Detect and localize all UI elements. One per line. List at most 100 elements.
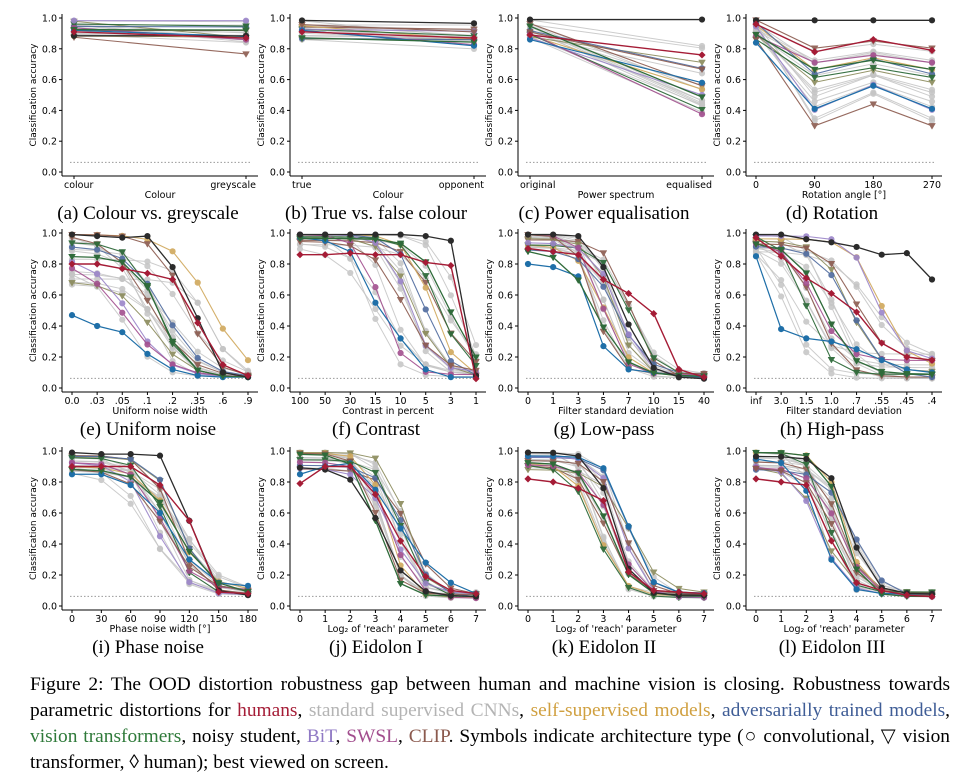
data-point (903, 371, 911, 378)
x-axis-label: Filter standard deviation (558, 406, 674, 417)
y-axis-label: Classification accuracy (713, 476, 723, 580)
data-point (193, 362, 202, 369)
series-line (527, 234, 705, 375)
data-point (524, 239, 532, 246)
caption-humans: humans (237, 700, 298, 721)
data-point (396, 297, 405, 304)
data-point (422, 306, 429, 313)
data-point (803, 318, 810, 325)
data-point (698, 59, 706, 67)
y-tick-label: 0.6 (42, 291, 57, 302)
series-noisy-22 (524, 449, 708, 599)
x-tick-label: 90 (809, 180, 821, 191)
data-point (802, 245, 811, 253)
data-point (777, 478, 785, 486)
data-point (68, 243, 76, 251)
caption-sep: , noisy student, (181, 726, 307, 747)
data-point (903, 353, 911, 361)
data-point (397, 285, 404, 292)
data-point (68, 260, 76, 268)
series-line (755, 253, 933, 355)
data-point (186, 579, 193, 586)
x-tick-label: .45 (899, 396, 914, 407)
x-tick-label: original (520, 180, 556, 191)
x-tick-label: 7 (473, 614, 479, 625)
data-point (853, 586, 860, 593)
data-point (698, 86, 706, 93)
y-tick-label: 0.0 (42, 168, 57, 179)
y-tick-label: 0.8 (270, 478, 285, 489)
y-tick-label: 0.6 (498, 291, 513, 302)
data-point (472, 354, 480, 362)
data-point (878, 577, 885, 584)
series-line (755, 23, 933, 64)
data-point (752, 234, 760, 242)
data-point (346, 243, 355, 250)
data-point (574, 470, 583, 478)
series-line (71, 233, 249, 378)
data-point (144, 263, 151, 270)
data-point (168, 338, 177, 346)
data-point (219, 346, 226, 353)
x-tick-label: .4 (927, 396, 936, 407)
data-point (193, 331, 202, 338)
data-point (118, 293, 127, 300)
data-point (524, 460, 532, 467)
panel-l: 0.0 0.2 0.4 0.6 0.8 1.0 0 1 2 3 4 5 6 7 Log₂ of 'reach… (713, 447, 942, 658)
x-axis-label: Power spectrum (578, 190, 655, 201)
x-tick-label: opponent (439, 180, 485, 191)
data-point (296, 459, 304, 466)
data-point (169, 345, 176, 352)
x-tick-label: colour (64, 180, 94, 191)
data-point (396, 537, 405, 545)
data-point (447, 357, 454, 365)
series-line (755, 464, 933, 597)
data-point (802, 274, 810, 282)
data-point (625, 366, 632, 373)
data-point (156, 518, 164, 526)
series-line (527, 464, 705, 598)
y-tick-label: 1.0 (498, 229, 513, 240)
x-axis-label: Colour (145, 190, 176, 201)
data-point (94, 233, 101, 240)
y-tick-label: 0.8 (42, 478, 57, 489)
data-point (675, 365, 683, 373)
data-point (119, 329, 126, 336)
series-model-14 (296, 450, 480, 601)
x-axis-label: Filter standard deviation (786, 406, 902, 417)
x-tick-label: 5 (651, 614, 657, 625)
data-point (242, 17, 250, 24)
data-point (68, 271, 76, 278)
series-line (755, 478, 933, 598)
x-axis-label: Contrast in percent (342, 406, 434, 417)
data-point (118, 249, 127, 256)
x-tick-label: 180 (239, 614, 257, 625)
x-tick-label: 3 (448, 396, 454, 407)
data-point (127, 500, 134, 507)
data-point (649, 569, 658, 577)
data-point (803, 497, 810, 504)
data-point (169, 366, 176, 373)
y-tick-label: 0.0 (42, 602, 57, 613)
data-point (698, 16, 706, 23)
series-model-16 (296, 457, 480, 601)
x-axis-label: Log₂ of 'reach' parameter (556, 624, 677, 635)
data-point (878, 309, 885, 316)
series-line (755, 22, 933, 75)
data-point (852, 369, 861, 377)
data-point (68, 312, 76, 319)
data-point (397, 260, 404, 267)
data-point (700, 590, 708, 598)
data-point (168, 275, 177, 284)
data-point (447, 292, 454, 299)
data-point (802, 303, 811, 310)
series-vit-21 (298, 35, 478, 47)
series-line (73, 25, 247, 28)
x-tick-label: 60 (125, 614, 137, 625)
series-line (299, 465, 477, 595)
series-line (755, 256, 933, 374)
series-blue-20 (752, 39, 936, 112)
y-tick-label: 1.0 (498, 447, 513, 458)
series-model-15 (296, 462, 480, 600)
data-point (903, 591, 911, 599)
